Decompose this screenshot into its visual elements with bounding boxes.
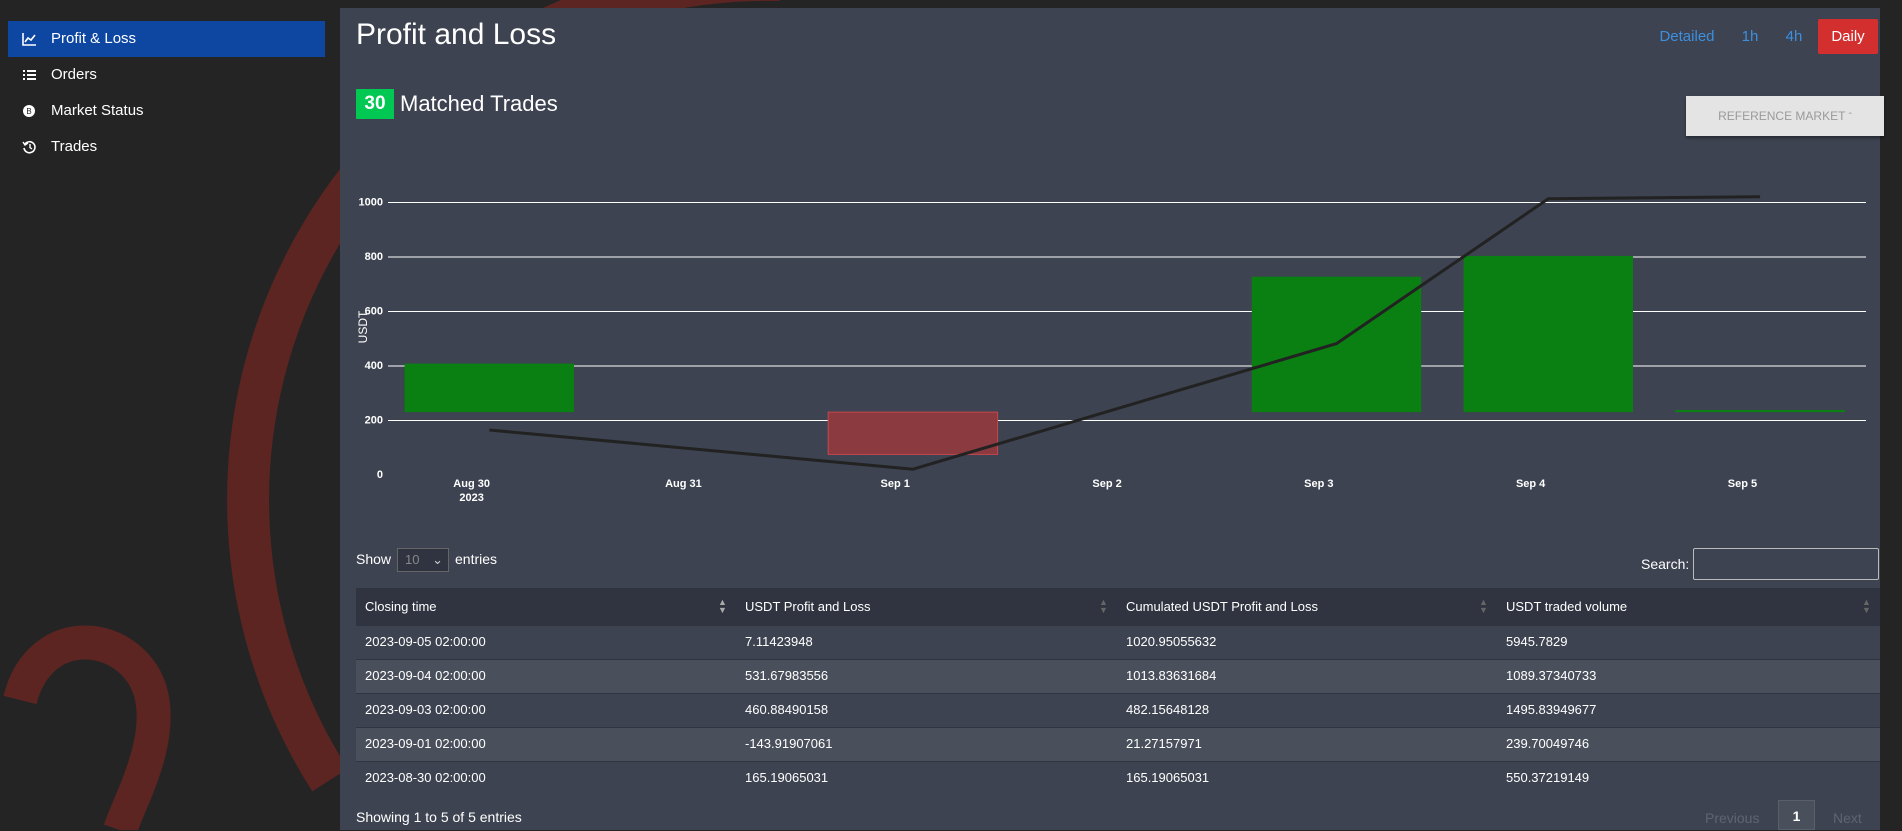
sort-icon: ▲ ▼ [1479,597,1488,615]
table-row [356,659,1880,693]
page-size-value: 10 [405,552,420,567]
table-cell: 239.70049746 [1506,736,1590,751]
previous-button[interactable]: Previous [1705,810,1760,826]
x-tick-label: Sep 3 [1304,478,1333,490]
svg-text:B: B [26,107,31,116]
table-cell: 460.88490158 [745,702,829,717]
trade-count-badge: 30 [356,89,394,119]
bar [404,363,575,413]
y-tick-label: 0 [377,469,383,481]
table-cell: 2023-08-30 02:00:00 [365,770,486,785]
table-header [356,588,1880,625]
sort-icon: ▲ ▼ [1862,597,1871,615]
table-row [356,625,1880,659]
x-tick-sublabel: 2023 [459,492,483,504]
y-tick-label: 600 [365,305,383,317]
x-tick-label: Sep 2 [1092,478,1121,490]
sidebar-item[interactable]: Orders [8,57,325,93]
decor-swirl [3,625,171,830]
table-cell: 7.11423948 [745,634,813,649]
page-size-select[interactable]: 10 ⌄ [397,548,449,572]
timeframe-button[interactable]: Detailed [1659,28,1715,45]
select-arrow: ⌄ [432,552,443,567]
y-tick-label: 200 [365,414,383,426]
x-tick-label: Aug 30 [453,478,490,490]
show-label: Show [356,551,392,567]
sidebar-icon [23,70,36,80]
page-button[interactable]: 1 [1778,800,1815,830]
search-input[interactable] [1693,548,1879,580]
next-button[interactable]: Next [1833,810,1862,826]
x-tick-label: Sep 5 [1728,478,1757,490]
table-row [356,761,1880,795]
page-title: Profit and Loss [356,18,557,51]
table-cell: 21.27157971 [1126,736,1202,751]
sidebar-label: Market Status [51,102,144,119]
line [489,195,1761,471]
bar [1675,410,1845,413]
bar [1463,255,1634,413]
y-tick-label: 400 [365,360,383,372]
sidebar-icon: B [23,105,35,117]
caret: ˆ [1848,112,1852,123]
y-axis-label: USDT [356,310,370,343]
table-cell: 2023-09-04 02:00:00 [365,668,486,683]
table: Closing time ▲ ▼ USDT Profit and Loss ▲ ▼ Cumu… [356,588,1880,795]
sidebar-item[interactable]: B Market Status [8,93,325,129]
table-cell: 1020.95055632 [1126,634,1217,649]
sidebar-label: Orders [51,66,97,83]
table-row [356,727,1880,761]
sidebar-icon [22,33,36,46]
y-tick-label: 800 [365,251,383,263]
table-cell: 2023-09-05 02:00:00 [365,634,486,649]
reference-market-text: REFERENCE MARKET [1718,109,1846,123]
table-cell: 5945.7829 [1506,634,1568,649]
column-header[interactable]: USDT traded volume [1506,599,1628,614]
timeframe-button[interactable]: Daily [1818,19,1878,54]
table-cell: 165.19065031 [745,770,829,785]
x-tick-label: Sep 1 [881,478,910,490]
table-cell: 531.67983556 [745,668,829,683]
chart: 0 200 400 600 800 1000 USDT Aug 30 2023 Aug 31 Sep… [356,195,1866,504]
table-cell: -143.91907061 [745,736,833,751]
sidebar-label: Profit & Loss [51,30,137,47]
table-cell: 1495.83949677 [1506,702,1597,717]
column-header[interactable]: USDT Profit and Loss [745,599,871,614]
table-info: Showing 1 to 5 of 5 entries [356,809,522,825]
table-cell: 550.37219149 [1506,770,1590,785]
table-cell: 1013.83631684 [1126,668,1217,683]
bar [827,411,999,455]
sidebar-icon [22,140,36,154]
table-cell: 165.19065031 [1126,770,1210,785]
sidebar: Profit & Loss Orders B Market Status Trades [0,0,333,830]
table-cell: 482.15648128 [1126,702,1210,717]
sidebar-item[interactable]: Profit & Loss [8,21,325,57]
decor-arc [227,0,780,792]
sort-icon: ▲ ▼ [1099,597,1108,615]
search-label: Search: [1641,556,1690,572]
entries-label: entries [455,551,498,567]
y-tick-label: 1000 [359,196,383,208]
sort-icon: ▲ ▼ [718,597,727,615]
timeframe-button[interactable]: 4h [1785,28,1803,45]
reference-market-button[interactable]: REFERENCE MARKET ˆ [1686,96,1884,136]
timeframe-button[interactable]: 1h [1741,28,1759,45]
column-header[interactable]: Closing time [365,599,437,614]
table-cell: 2023-09-01 02:00:00 [365,736,486,751]
sidebar-item[interactable]: Trades [8,129,325,165]
sidebar-label: Trades [51,138,98,155]
table-cell: 1089.37340733 [1506,668,1597,683]
x-tick-label: Aug 31 [665,478,702,490]
trade-count-label: Matched Trades [400,91,558,116]
table-row [356,693,1880,727]
column-header[interactable]: Cumulated USDT Profit and Loss [1126,599,1318,614]
table-cell: 2023-09-03 02:00:00 [365,702,486,717]
x-tick-label: Sep 4 [1516,478,1546,490]
